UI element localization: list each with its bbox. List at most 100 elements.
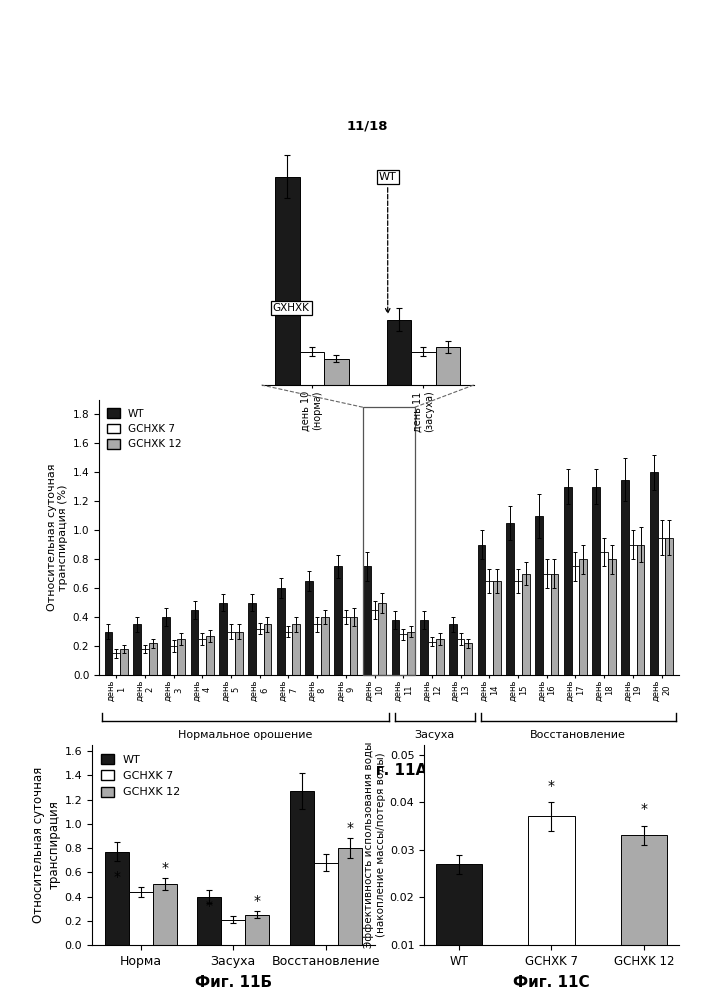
Bar bbox=[363, 566, 370, 675]
Text: *: * bbox=[346, 821, 354, 835]
Bar bbox=[600, 552, 608, 675]
Text: *: * bbox=[254, 894, 261, 908]
Bar bbox=[305, 581, 313, 675]
Bar bbox=[486, 581, 493, 675]
Bar bbox=[650, 472, 658, 675]
Bar bbox=[290, 791, 314, 945]
Bar bbox=[177, 639, 185, 675]
Bar bbox=[276, 588, 284, 675]
Y-axis label: Эффективность использования воды
(накопление массы/потеря воды): Эффективность использования воды (накопл… bbox=[364, 742, 385, 948]
Bar bbox=[197, 897, 221, 945]
Bar bbox=[206, 636, 214, 675]
Text: WT: WT bbox=[379, 172, 397, 313]
Y-axis label: Относительная суточная
транспирация (%): Относительная суточная транспирация (%) bbox=[47, 464, 69, 611]
Bar bbox=[411, 352, 436, 385]
Bar bbox=[436, 639, 443, 675]
Bar bbox=[392, 620, 399, 675]
Bar bbox=[275, 177, 300, 385]
Bar bbox=[199, 639, 206, 675]
Bar bbox=[313, 624, 321, 675]
Text: *: * bbox=[161, 861, 168, 875]
Text: Засуха: Засуха bbox=[414, 730, 455, 740]
Bar bbox=[464, 643, 472, 675]
Bar bbox=[363, 407, 415, 675]
Bar bbox=[350, 617, 358, 675]
Bar bbox=[506, 523, 514, 675]
Bar bbox=[264, 624, 271, 675]
Bar bbox=[324, 359, 349, 385]
Bar bbox=[191, 610, 199, 675]
Bar bbox=[112, 653, 120, 675]
Text: Восстановление: Восстановление bbox=[530, 730, 626, 740]
Bar bbox=[219, 603, 227, 675]
Bar bbox=[543, 574, 551, 675]
Bar bbox=[592, 487, 600, 675]
Bar bbox=[235, 632, 243, 675]
Bar bbox=[658, 538, 665, 675]
Bar bbox=[387, 320, 411, 385]
Bar bbox=[563, 487, 571, 675]
Bar bbox=[420, 620, 428, 675]
Bar bbox=[478, 545, 486, 675]
Bar bbox=[407, 632, 415, 675]
Bar bbox=[493, 581, 501, 675]
Bar bbox=[378, 603, 386, 675]
Bar bbox=[105, 632, 112, 675]
Text: *: * bbox=[548, 779, 555, 793]
Bar bbox=[300, 352, 324, 385]
Bar bbox=[571, 566, 579, 675]
Bar bbox=[436, 347, 460, 385]
Bar bbox=[227, 632, 235, 675]
Bar bbox=[221, 920, 245, 945]
Bar bbox=[399, 634, 407, 675]
Bar bbox=[428, 642, 436, 675]
Bar bbox=[436, 864, 482, 993]
Bar bbox=[535, 516, 543, 675]
Bar bbox=[522, 574, 530, 675]
Bar bbox=[256, 629, 264, 675]
Bar bbox=[621, 835, 667, 993]
Bar bbox=[134, 624, 141, 675]
Bar bbox=[457, 639, 464, 675]
Bar bbox=[334, 566, 342, 675]
Legend: WT, GCHXK 7, GCHXK 12: WT, GCHXK 7, GCHXK 12 bbox=[104, 405, 185, 453]
Text: *: * bbox=[206, 899, 213, 913]
Text: Фиг. 11С: Фиг. 11С bbox=[513, 975, 590, 990]
Bar bbox=[608, 559, 616, 675]
Bar bbox=[170, 646, 177, 675]
Text: Нормальное орошение: Нормальное орошение bbox=[178, 730, 312, 740]
Bar bbox=[629, 545, 637, 675]
Legend: WT, GCHXK 7, GCHXK 12: WT, GCHXK 7, GCHXK 12 bbox=[98, 751, 184, 801]
Bar bbox=[342, 617, 350, 675]
Bar bbox=[514, 581, 522, 675]
Text: GXHXK: GXHXK bbox=[273, 303, 310, 313]
Bar bbox=[141, 649, 148, 675]
Bar bbox=[162, 617, 170, 675]
Bar bbox=[292, 624, 300, 675]
Bar bbox=[120, 649, 128, 675]
Bar bbox=[314, 863, 338, 945]
Bar bbox=[621, 480, 629, 675]
Text: Фиг. 11Б: Фиг. 11Б bbox=[194, 975, 272, 990]
Bar bbox=[245, 915, 269, 945]
Bar bbox=[148, 643, 156, 675]
Text: *: * bbox=[641, 802, 648, 816]
Text: Фиг. 11А: Фиг. 11А bbox=[350, 763, 428, 778]
Bar bbox=[528, 816, 575, 993]
Bar bbox=[370, 610, 378, 675]
Bar bbox=[153, 884, 177, 945]
Bar bbox=[321, 617, 329, 675]
Bar bbox=[129, 892, 153, 945]
Bar bbox=[449, 624, 457, 675]
Bar bbox=[338, 848, 362, 945]
Bar bbox=[579, 559, 587, 675]
Y-axis label: Относительная суточная
транспирация: Относительная суточная транспирация bbox=[33, 767, 60, 923]
Text: *: * bbox=[113, 870, 120, 884]
Bar bbox=[637, 545, 644, 675]
Bar bbox=[551, 574, 559, 675]
Bar bbox=[284, 632, 292, 675]
Title: 11/18: 11/18 bbox=[347, 119, 388, 132]
Bar bbox=[665, 538, 673, 675]
Bar bbox=[248, 603, 256, 675]
Bar bbox=[105, 852, 129, 945]
